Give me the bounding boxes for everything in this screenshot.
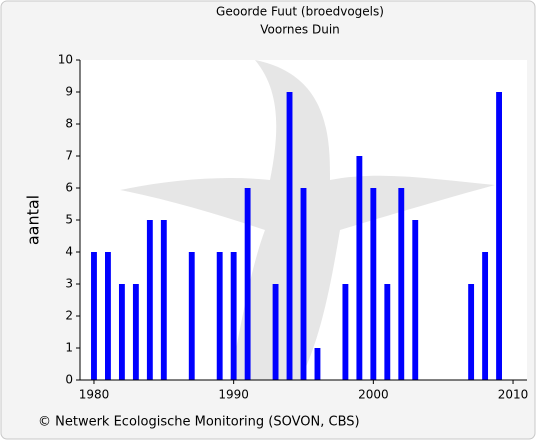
bar [384, 284, 390, 380]
bar [356, 156, 362, 380]
bar [217, 252, 223, 380]
x-tick-label: 2010 [498, 388, 529, 402]
y-tick-label: 7 [65, 149, 73, 163]
bar [189, 252, 195, 380]
y-tick-label: 3 [65, 277, 73, 291]
bar [147, 220, 153, 380]
x-tick-label: 2000 [358, 388, 389, 402]
y-tick-label: 0 [65, 373, 73, 387]
bar [119, 284, 125, 380]
bar [105, 252, 111, 380]
bar [161, 220, 167, 380]
bar [287, 92, 293, 380]
bar [91, 252, 97, 380]
y-tick-label: 8 [65, 117, 73, 131]
bar [273, 284, 279, 380]
y-tick-label: 6 [65, 181, 73, 195]
bar [398, 188, 404, 380]
chart-subtitle: Voornes Duin [260, 23, 340, 37]
bar [301, 188, 307, 380]
y-tick-label: 2 [65, 309, 73, 323]
bar [231, 252, 237, 380]
bar [342, 284, 348, 380]
bar [412, 220, 418, 380]
chart-title: Geoorde Fuut (broedvogels) [216, 5, 384, 19]
bar [133, 284, 139, 380]
y-axis-label: aantal [24, 195, 43, 245]
x-tick-label: 1980 [79, 388, 110, 402]
y-tick-label: 5 [65, 213, 73, 227]
bar [245, 188, 251, 380]
bar [482, 252, 488, 380]
bar [496, 92, 502, 380]
chart: Geoorde Fuut (broedvogels) Voornes Duin … [0, 0, 536, 440]
y-tick-label: 1 [65, 341, 73, 355]
y-tick-label: 4 [65, 245, 73, 259]
y-tick-label: 9 [65, 85, 73, 99]
x-tick-label: 1990 [218, 388, 249, 402]
bar [468, 284, 474, 380]
footer: © Netwerk Ecologische Monitoring (SOVON,… [38, 415, 360, 430]
bar [315, 348, 321, 380]
bar [370, 188, 376, 380]
page: {"chart_data": {"type": "bar", "title": … [0, 0, 536, 440]
y-tick-label: 10 [58, 53, 73, 67]
